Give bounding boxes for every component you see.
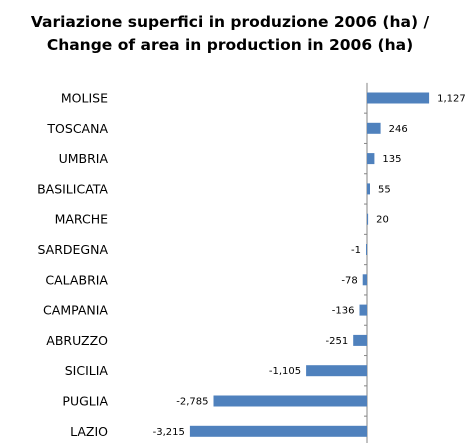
bar <box>367 122 381 134</box>
bar <box>366 244 367 255</box>
chart-title-line-1: Variazione superfici in produzione 2006 … <box>31 13 430 31</box>
category-label: SARDEGNA <box>37 242 108 257</box>
bar <box>189 425 367 437</box>
data-label: 1,127 <box>437 94 466 105</box>
bar <box>367 153 375 165</box>
bar <box>213 395 367 407</box>
data-label: -78 <box>341 275 357 286</box>
category-label: ABRUZZO <box>46 333 108 348</box>
bar <box>353 334 367 346</box>
chart-title-line-2: Change of area in production in 2006 (ha… <box>47 36 413 54</box>
data-label: -136 <box>332 306 355 317</box>
data-label: 20 <box>376 215 389 226</box>
bar <box>362 274 367 286</box>
category-label: PUGLIA <box>62 394 108 409</box>
data-label: -1,105 <box>269 366 301 377</box>
bar <box>359 304 367 316</box>
bar <box>367 213 369 225</box>
bar <box>306 365 367 377</box>
category-label: CAMPANIA <box>43 303 108 318</box>
category-label: SICILIA <box>65 363 109 378</box>
category-label: UMBRIA <box>59 151 109 166</box>
data-label: -1 <box>351 245 361 256</box>
data-label: -251 <box>325 336 348 347</box>
bar <box>367 183 370 195</box>
data-label: 55 <box>378 184 391 195</box>
category-label: CALABRIA <box>45 272 108 287</box>
category-label: MARCHE <box>55 212 109 227</box>
data-label: -2,785 <box>176 397 208 408</box>
plot-area: MOLISE 1,127 TOSCANA 246 UMBRIA 135 BASILICATA… <box>37 82 466 443</box>
category-label: MOLISE <box>61 91 108 106</box>
category-label: LAZIO <box>70 424 108 439</box>
category-label: BASILICATA <box>37 181 108 196</box>
bar <box>367 92 430 104</box>
data-label: 135 <box>382 154 401 165</box>
category-label: TOSCANA <box>46 121 108 136</box>
data-label: -3,215 <box>153 427 185 438</box>
data-label: 246 <box>389 124 408 135</box>
